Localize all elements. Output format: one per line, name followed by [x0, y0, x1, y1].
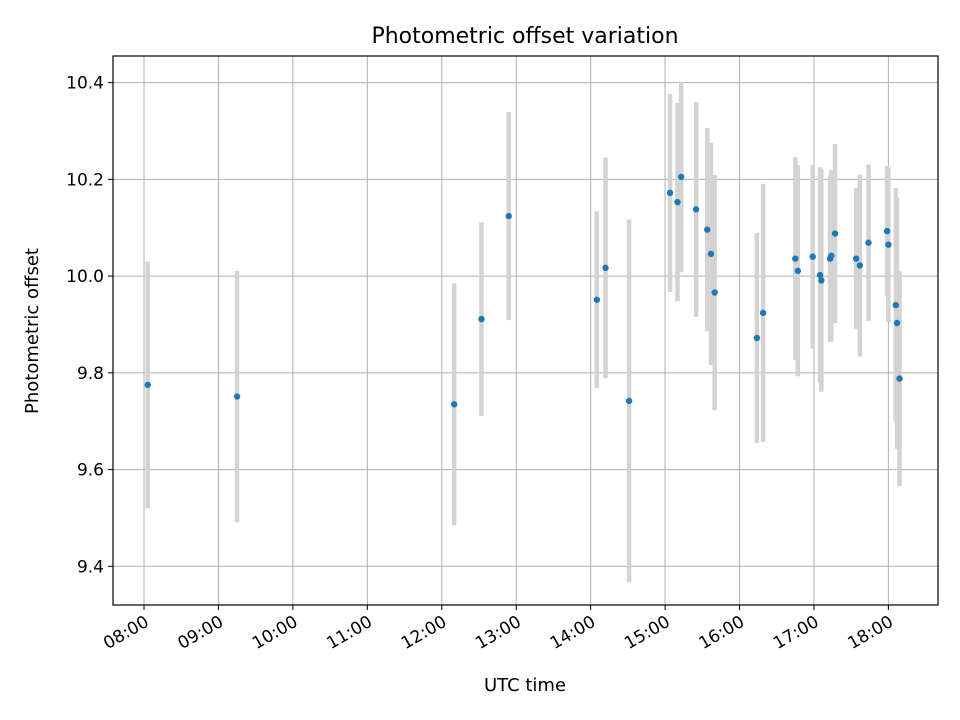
data-point — [711, 289, 718, 296]
x-tick-label: 15:00 — [621, 612, 673, 654]
x-tick-label: 13:00 — [472, 612, 524, 654]
data-point — [753, 334, 761, 342]
x-tick-label: 10:00 — [249, 612, 301, 654]
data-point — [893, 319, 901, 327]
data-point — [602, 264, 609, 272]
y-tick-label: 9.4 — [77, 557, 104, 577]
x-tick-label: 18:00 — [844, 612, 896, 654]
y-tick-label: 10.0 — [66, 267, 104, 287]
data-point — [450, 401, 458, 408]
data-point — [792, 255, 799, 262]
data-point — [896, 375, 903, 382]
data-point — [233, 393, 241, 400]
x-tick-label: 17:00 — [770, 612, 822, 654]
data-point — [692, 206, 700, 213]
data-point — [666, 189, 674, 197]
error-bars — [145, 81, 902, 583]
y-tick-label: 10.4 — [66, 74, 104, 94]
data-point — [816, 271, 824, 279]
x-axis-label: UTC time — [484, 675, 566, 696]
data-point — [856, 262, 864, 269]
data-point — [707, 250, 715, 258]
data-point — [831, 230, 839, 237]
grid-lines — [113, 56, 938, 605]
data-point — [852, 255, 860, 262]
x-axis-ticks: 08:00 09:00 10:00 11:00 12:00 13:00 14:00 15:00… — [100, 605, 897, 654]
x-tick-label: 12:00 — [398, 612, 450, 654]
y-tick-label: 10.2 — [66, 170, 104, 190]
data-point — [674, 198, 681, 206]
y-axis-ticks: 9.4 9.6 9.8 10.0 10.2 10.4 — [66, 74, 113, 577]
data-point — [759, 309, 767, 317]
data-point — [883, 227, 891, 235]
x-tick-label: 09:00 — [175, 612, 227, 654]
data-point — [809, 253, 816, 260]
data-point — [144, 381, 151, 389]
data-point — [704, 226, 711, 233]
data-point — [885, 241, 892, 248]
data-point — [593, 296, 601, 303]
data-point — [865, 239, 872, 246]
data-point — [828, 252, 835, 259]
data-points — [144, 173, 903, 408]
y-tick-label: 9.6 — [77, 461, 104, 481]
data-point — [677, 173, 685, 181]
y-axis-label: Photometric offset — [22, 248, 43, 414]
x-tick-label: 11:00 — [323, 612, 375, 654]
data-point — [794, 267, 802, 274]
y-tick-label: 9.8 — [77, 364, 104, 384]
data-point — [892, 301, 900, 309]
x-tick-label: 16:00 — [696, 612, 748, 654]
data-point — [505, 212, 512, 220]
plot-frame — [112, 55, 939, 606]
data-point — [478, 315, 485, 323]
data-point — [818, 277, 825, 284]
x-tick-label: 08:00 — [100, 612, 152, 654]
x-tick-label: 14:00 — [547, 612, 599, 654]
data-point — [625, 397, 633, 405]
chart-title: Photometric offset variation — [371, 24, 678, 49]
